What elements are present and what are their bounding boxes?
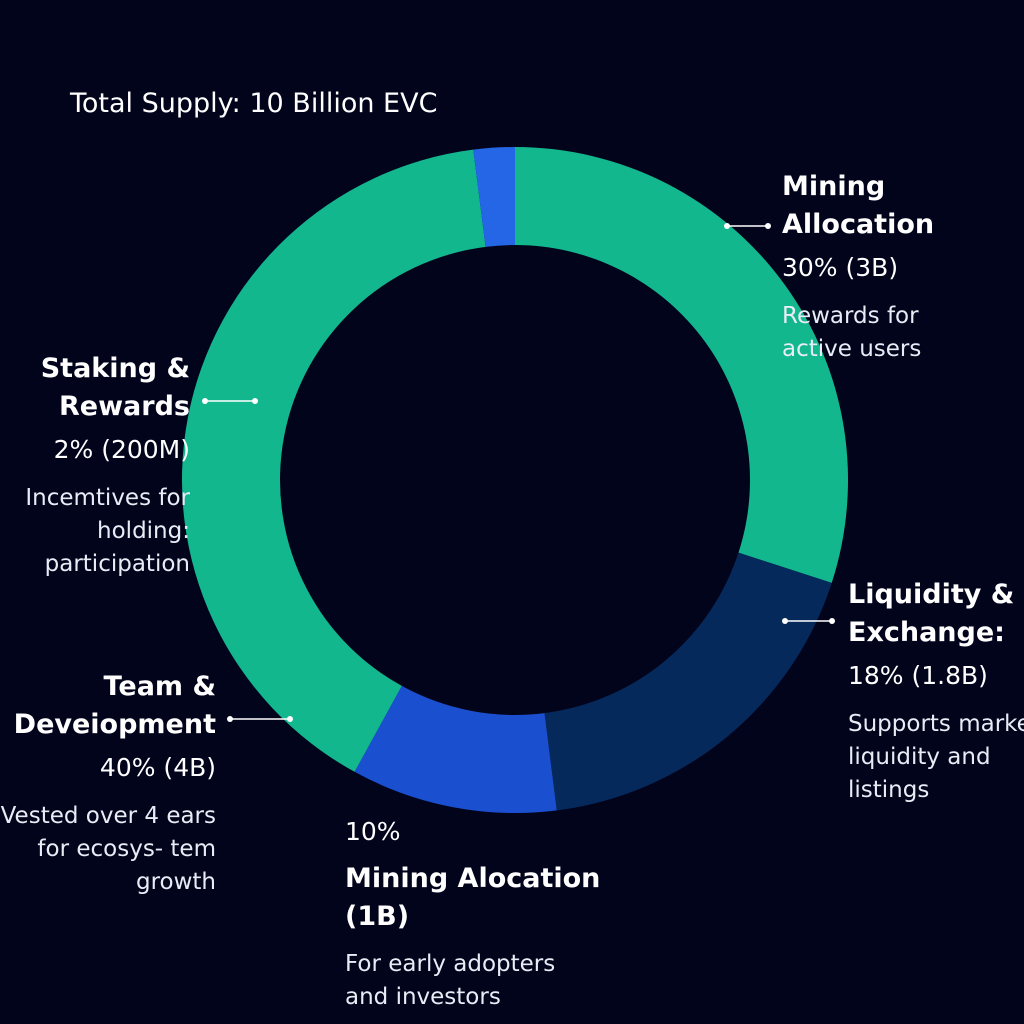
donut-slice <box>354 685 557 814</box>
donut-slice <box>182 149 486 772</box>
value-label: 2% (200M) <box>53 435 190 464</box>
leader-dot <box>765 223 771 229</box>
slice-name: Staking & Rewards <box>40 353 190 422</box>
value-label: 40% (4B) <box>99 753 216 782</box>
slice-description: Supports market liquidity and listings <box>848 711 1024 803</box>
leader-dot <box>202 398 208 404</box>
slice-description: Vested over 4 ears for ecosys- tem growt… <box>0 803 216 895</box>
donut-slice <box>473 147 515 247</box>
slice-name: Mining Allocation <box>782 171 935 240</box>
slice-description: For early adopters and investors <box>345 951 556 1010</box>
slice-name: Team & Deveiopment <box>13 671 216 740</box>
value-label: 18% (1.8B) <box>848 661 988 690</box>
slice-label: Team & Deveiopment 40% (4B) Vested over 4 … <box>0 668 216 899</box>
leader-dot <box>287 716 293 722</box>
leader-dot <box>252 398 258 404</box>
leader-dot <box>829 618 835 624</box>
leader-dot <box>782 618 788 624</box>
slice-label: Liquidity & Exchange: 18% (1.8B) Supports … <box>848 576 1024 807</box>
value-label: 30% (3B) <box>782 253 899 282</box>
slice-label: Staking & Rewards 2% (200M) Incemtives for… <box>0 350 190 581</box>
slice-name: Mining Alocation (1B) <box>345 863 601 932</box>
leader-dot <box>724 223 730 229</box>
slice-label: Mining Allocation 30% (3B) Rewards for act… <box>782 168 952 366</box>
donut-slice <box>544 552 832 811</box>
leader-dot <box>227 716 233 722</box>
slice-description: Rewards for active users <box>782 303 922 362</box>
slice-description: Incemtives for holding: participation <box>25 485 190 577</box>
value-label: 10% <box>345 817 401 846</box>
slice-label: 10% Mining Alocation (1B) For early adopte… <box>345 812 605 1014</box>
chart-title: Total Supply: 10 Billion EVC <box>70 88 438 119</box>
slice-name: Liquidity & Exchange: <box>848 579 1015 648</box>
donut-slice <box>515 147 848 583</box>
